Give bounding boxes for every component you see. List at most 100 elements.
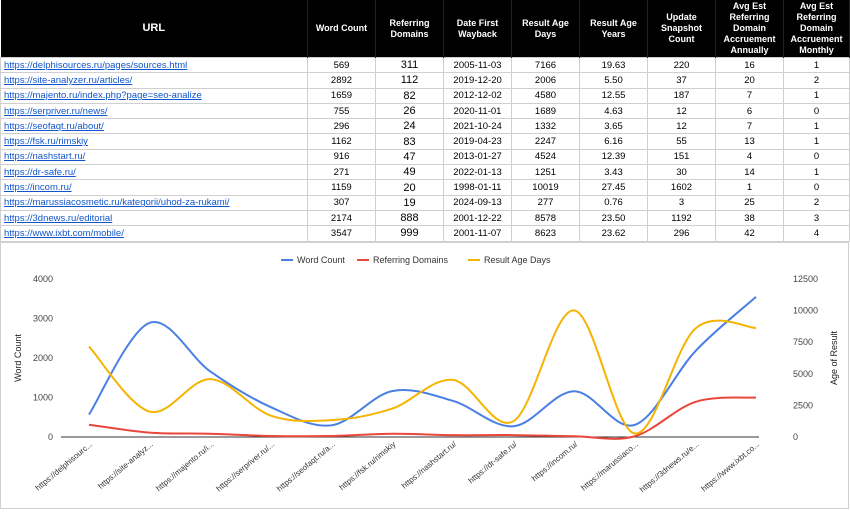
url-link[interactable]: https://3dnews.ru/editorial (0, 209, 308, 227)
table-cell: 271 (307, 164, 376, 181)
url-link[interactable]: https://nashstart.ru/ (0, 148, 308, 166)
table-cell: 6.16 (579, 133, 648, 150)
column-header: Avg Est Referring Domain Accruement Mont… (783, 0, 850, 58)
table-cell: 755 (307, 102, 376, 120)
x-tick-label: https://fsk.ru/rimskiy (338, 440, 398, 492)
table-cell: 2021-10-24 (443, 118, 512, 135)
y-tick-label: 2000 (33, 353, 53, 363)
y2-tick-label: 0 (793, 432, 798, 442)
table-cell: 3547 (307, 225, 376, 242)
table-cell: 0 (783, 179, 850, 196)
column-header: Update Snapshot Count (647, 0, 716, 58)
x-tick-label: https://incom.ru/ (530, 439, 580, 483)
table-cell: 296 (307, 118, 376, 135)
x-tick-label: https://marussiaco... (579, 440, 640, 493)
table-cell: 4 (783, 225, 850, 242)
table-cell: 8578 (511, 209, 580, 227)
table-cell: 30 (647, 164, 716, 181)
y-tick-label: 4000 (33, 274, 53, 284)
x-tick-label: https://majento.ru/i... (154, 440, 215, 493)
url-link[interactable]: https://marussiacosmetic.ru/kategorii/uh… (0, 194, 308, 211)
table-cell: 7 (715, 87, 784, 104)
table-cell: 2892 (307, 72, 376, 89)
table-cell: 2247 (511, 133, 580, 150)
url-link[interactable]: https://incom.ru/ (0, 179, 308, 196)
y-tick-label: 3000 (33, 314, 53, 324)
table-cell: 4.63 (579, 102, 648, 120)
x-tick-label: https://site-analyz... (96, 440, 155, 491)
table-cell: 888 (375, 209, 444, 227)
table-cell: 1659 (307, 87, 376, 104)
column-header: Result Age Days (511, 0, 580, 58)
y2-tick-label: 5000 (793, 369, 813, 379)
column-header: URL (0, 0, 308, 58)
url-link[interactable]: https://serpriver.ru/news/ (0, 102, 308, 120)
table-cell: 151 (647, 148, 716, 166)
table-cell: 1 (783, 164, 850, 181)
url-link[interactable]: https://fsk.ru/rimskiy (0, 133, 308, 150)
table-cell: 1 (783, 118, 850, 135)
table-cell: 82 (375, 87, 444, 104)
column-header: Referring Domains (375, 0, 444, 58)
table-cell: 2006 (511, 72, 580, 89)
legend-label-result-age-days: Result Age Days (484, 255, 551, 265)
table-cell: 3 (647, 194, 716, 211)
table-cell: 569 (307, 56, 376, 74)
table-row: https://3dnews.ru/editorial 2174 888 2001-1… (0, 209, 850, 227)
table-cell: 2012-12-02 (443, 87, 512, 104)
table-cell: 1332 (511, 118, 580, 135)
table-cell: 296 (647, 225, 716, 242)
table-row: https://site-analyzer.ru/articles/2892 11… (0, 72, 850, 89)
url-link[interactable]: https://seofaqt.ru/about/ (0, 118, 308, 135)
table-cell: 0.76 (579, 194, 648, 211)
table-cell: 12.55 (579, 87, 648, 104)
table-cell: 311 (375, 56, 444, 74)
series-line-referring-domains (88, 396, 757, 440)
table-cell: 2019-04-23 (443, 133, 512, 150)
y-axis-title: Word Count (13, 334, 23, 382)
table-cell: 1602 (647, 179, 716, 196)
table-cell: 4580 (511, 87, 580, 104)
table-cell: 19.63 (579, 56, 648, 74)
y2-tick-label: 10000 (793, 306, 818, 316)
table-row: https://majento.ru/index.php?page=seo-an… (0, 87, 850, 104)
column-header: Result Age Years (579, 0, 648, 58)
table-cell: 24 (375, 118, 444, 135)
table-row: https://marussiacosmetic.ru/kategorii/uh… (0, 194, 850, 211)
table-cell: 47 (375, 148, 444, 166)
url-link[interactable]: https://delphisources.ru/pages/sources.h… (0, 56, 308, 74)
table-cell: 112 (375, 72, 444, 89)
table-row: https://dr-safe.ru/271 49 2022-01-13 1251 3.… (0, 164, 850, 181)
table-row: https://fsk.ru/rimskiy 1162 83 2019-04-23 22… (0, 133, 850, 150)
table-row: https://www.ixbt.com/mobile/3547 999 2001-… (0, 225, 850, 242)
url-link[interactable]: https://majento.ru/index.php?page=seo-an… (0, 87, 308, 104)
table-cell: 3 (783, 209, 850, 227)
table-cell: 20 (375, 179, 444, 196)
url-link[interactable]: https://dr-safe.ru/ (0, 164, 308, 181)
column-header: Word Count (307, 0, 376, 58)
url-link[interactable]: https://www.ixbt.com/mobile/ (0, 225, 308, 242)
table-cell: 26 (375, 102, 444, 120)
url-link[interactable]: https://site-analyzer.ru/articles/ (0, 72, 308, 89)
table-row: https://incom.ru/1159 20 1998-01-11 10019 27… (0, 179, 850, 196)
table-cell: 1998-01-11 (443, 179, 512, 196)
y2-tick-label: 2500 (793, 400, 813, 410)
x-tick-label: https://seofaqt.ru/a... (275, 440, 337, 494)
table-cell: 27.45 (579, 179, 648, 196)
x-tick-label: https://serpriver.ru/... (215, 440, 277, 494)
table-cell: 23.62 (579, 225, 648, 242)
table-row: https://nashstart.ru/916 47 2013-01-27 4524… (0, 148, 850, 166)
table-row: https://delphisources.ru/pages/sources.h… (0, 56, 850, 74)
table-cell: 1 (783, 87, 850, 104)
table-cell: 1 (783, 133, 850, 150)
table-body: https://delphisources.ru/pages/sources.h… (0, 56, 850, 242)
table-cell: 10019 (511, 179, 580, 196)
table-cell: 42 (715, 225, 784, 242)
table-cell: 20 (715, 72, 784, 89)
table-cell: 2024-09-13 (443, 194, 512, 211)
table-cell: 83 (375, 133, 444, 150)
table-cell: 2 (783, 72, 850, 89)
table-cell: 23.50 (579, 209, 648, 227)
y2-axis-title: Age of Result (829, 330, 839, 385)
